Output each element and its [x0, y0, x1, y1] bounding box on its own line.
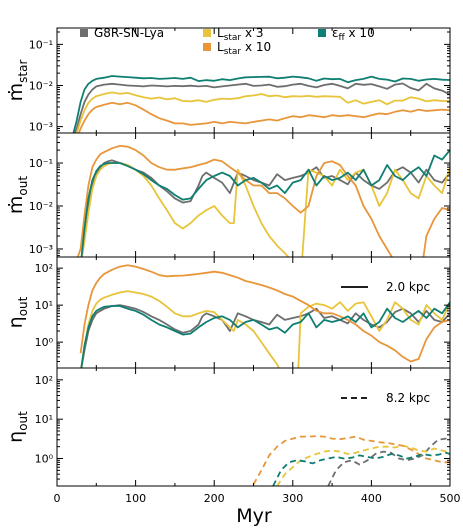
legend-swatch — [80, 29, 88, 37]
legend-label: Lstar x 10 — [217, 40, 271, 57]
annotation-label: 2.0 kpc — [386, 280, 430, 294]
y-tick-label: 10⁻¹ — [29, 38, 53, 51]
series-line-lstar-x-10 — [79, 264, 450, 363]
panels: 10⁻³10⁻²10⁻¹ṁstar10⁻³10⁻²10⁻¹ṁout10⁰10¹1… — [5, 27, 461, 505]
x-tick-label: 400 — [361, 492, 382, 505]
y-axis-label: ṁout — [5, 176, 30, 214]
legend-swatch — [203, 29, 211, 37]
series-line-lstar-x-3 — [80, 290, 450, 368]
legend-swatch — [203, 43, 211, 51]
legend-label: Lstar x 3 — [217, 26, 264, 43]
y-tick-label: 10⁻³ — [29, 243, 53, 256]
series-group — [76, 145, 450, 257]
series-group — [252, 435, 450, 486]
series-line-lstar-x-3 — [276, 444, 450, 486]
series-line-lstar-x-3 — [75, 91, 450, 133]
y-axis-label: ṁstar — [5, 60, 30, 102]
legend-label: εff x 10 — [332, 26, 375, 43]
legend-item: G8R-SN-Lya — [80, 26, 164, 40]
legend-item: Lstar x 3 — [203, 26, 264, 43]
x-tick-label: 100 — [125, 492, 146, 505]
series-line-g8r-sn-lya — [327, 437, 450, 486]
series-line-lstar-x-10 — [252, 435, 450, 485]
y-tick-label: 10⁰ — [35, 453, 54, 466]
series-line-lstar-x-10 — [77, 101, 450, 133]
panel-2: 10⁻³ 10⁻² 10⁻¹ ṁout — [5, 132, 451, 258]
legend-label: G8R-SN-Lya — [94, 26, 164, 40]
series-line-eff-x-10 — [72, 75, 450, 133]
panel-4: 10⁰ 10¹ 10² ηout 8.2 kpc — [5, 367, 451, 487]
y-tick-label: 10² — [35, 262, 53, 275]
series-line-lstar-x-10 — [76, 145, 450, 257]
panel-3: 10⁰ 10¹ 10² ηout 2.0 kpc — [5, 256, 451, 369]
panel-frame — [56, 132, 451, 258]
series-line-eff-x-10 — [80, 149, 450, 257]
y-tick-label: 10⁻¹ — [29, 157, 53, 170]
y-tick-label: 10² — [35, 374, 53, 387]
series-group — [79, 264, 450, 368]
legend-item: Lstar x 10 — [203, 40, 271, 57]
x-tick-label: 200 — [204, 492, 225, 505]
y-tick-label: 10⁻³ — [29, 121, 53, 134]
series-group — [72, 75, 450, 133]
y-tick-label: 10¹ — [35, 299, 53, 312]
y-tick-label: 10⁻² — [29, 200, 53, 213]
panel-1: 10⁻³ 10⁻² 10⁻¹ ṁstar — [5, 27, 451, 134]
series-line-g8r-sn-lya — [74, 82, 450, 133]
legend-swatch — [318, 29, 326, 37]
y-tick-label: 10⁰ — [35, 336, 54, 349]
x-tick-label: 0 — [54, 492, 61, 505]
annotation-label: 8.2 kpc — [386, 391, 430, 405]
x-tick-label: 300 — [282, 492, 303, 505]
y-tick-label: 10⁻² — [29, 79, 53, 92]
x-tick-labels: 0 100 200 300 400 500 — [54, 492, 461, 505]
series-line-eff-x-10 — [272, 451, 450, 486]
x-axis-label: Myr — [236, 505, 272, 527]
y-axis-label: ηout — [5, 296, 30, 328]
x-tick-label: 500 — [440, 492, 461, 505]
series-line-eff-x-10 — [80, 301, 450, 368]
y-tick-label: 10¹ — [35, 413, 53, 426]
panel-frame — [56, 367, 451, 487]
y-axis-label: ηout — [5, 411, 30, 443]
legend-item: εff x 10 — [318, 26, 375, 43]
